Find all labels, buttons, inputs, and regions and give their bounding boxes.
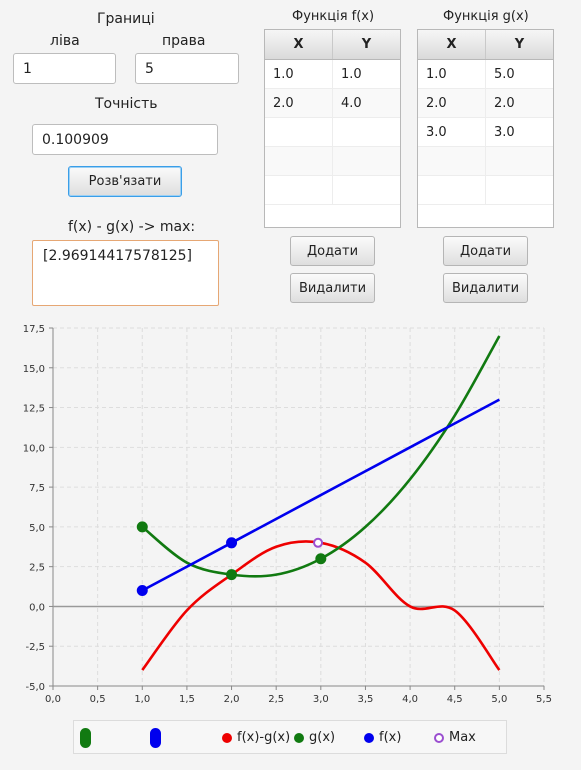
table-cell[interactable] [332, 118, 400, 146]
legend-item-diff: f(x)-g(x) [222, 730, 290, 745]
table-cell[interactable]: 3.0 [426, 124, 447, 140]
legend-marker-max [434, 732, 444, 743]
table-g-col-x[interactable]: X [446, 37, 457, 52]
add-f-button[interactable]: Додати [290, 236, 375, 266]
legend-item-f: f(x) [364, 730, 401, 745]
table-f-col-y[interactable]: Y [332, 30, 400, 59]
table-g-title: Функція g(x) [443, 9, 529, 24]
x-tick-label: 4,0 [402, 694, 418, 705]
legend-label-f: f(x) [379, 730, 402, 745]
g-data-point [226, 569, 238, 581]
legend-marker-f [364, 732, 374, 743]
table-row[interactable]: 1.0 1.0 [265, 60, 400, 89]
x-tick-label: 0,5 [90, 694, 106, 705]
result-textarea[interactable]: [2.96914417578125] [32, 240, 219, 306]
bounds-title: Границі [97, 11, 155, 27]
y-tick-label: -2,5 [25, 642, 45, 653]
table-cell[interactable]: 2.0 [485, 89, 553, 117]
remove-f-button[interactable]: Видалити [290, 273, 375, 303]
series-line-f [141, 398, 500, 592]
x-tick-label: 5,0 [491, 694, 507, 705]
series-line-diff [141, 540, 501, 671]
right-bound-input[interactable] [135, 53, 239, 84]
table-cell[interactable] [332, 147, 400, 175]
y-tick-label: 5,0 [29, 523, 45, 534]
series-line-g [141, 335, 501, 578]
y-tick-label: -5,0 [25, 682, 45, 693]
table-cell[interactable] [265, 176, 332, 204]
legend-marker-diff [222, 732, 232, 743]
y-tick-label: 17,5 [23, 324, 45, 335]
result-label: f(x) - g(x) -> max: [68, 219, 196, 235]
table-row[interactable] [418, 147, 553, 176]
precision-label: Точність [95, 96, 158, 112]
x-tick-label: 5,5 [536, 694, 552, 705]
table-cell[interactable]: 2.0 [273, 95, 294, 111]
table-cell[interactable]: 1.0 [332, 60, 400, 88]
max-point [313, 537, 324, 548]
y-tick-label: 0,0 [29, 602, 45, 613]
g-data-point [136, 521, 148, 533]
solve-button[interactable]: Розв'язати [68, 166, 182, 197]
table-f[interactable]: X Y 1.0 1.0 2.0 4.0 [264, 29, 401, 228]
right-bound-label: права [162, 33, 206, 49]
table-f-col-x[interactable]: X [293, 37, 304, 52]
table-cell[interactable] [485, 147, 553, 175]
table-row[interactable]: 2.0 2.0 [418, 89, 553, 118]
precision-input[interactable] [32, 124, 218, 155]
legend-item-g: g(x) [294, 730, 335, 745]
table-cell[interactable] [265, 147, 332, 175]
legend-label-g: g(x) [309, 730, 336, 745]
table-row[interactable]: 3.0 3.0 [418, 118, 553, 147]
table-row[interactable] [418, 176, 553, 205]
plot-area [53, 328, 544, 686]
table-cell[interactable]: 3.0 [485, 118, 553, 146]
table-row[interactable]: 1.0 5.0 [418, 60, 553, 89]
table-cell[interactable] [265, 118, 332, 146]
legend-label-diff: f(x)-g(x) [237, 730, 291, 745]
f-visibility-toggle[interactable] [150, 728, 161, 748]
y-tick-label: 10,0 [23, 443, 45, 454]
f-data-point [226, 537, 238, 549]
table-g-col-y[interactable]: Y [485, 30, 553, 59]
table-cell[interactable]: 4.0 [332, 89, 400, 117]
add-g-button[interactable]: Додати [443, 236, 528, 266]
table-cell[interactable]: 5.0 [485, 60, 553, 88]
x-tick-label: 2,0 [224, 694, 240, 705]
g-visibility-toggle[interactable] [80, 728, 91, 748]
g-data-point [315, 553, 327, 565]
table-cell[interactable] [418, 147, 485, 175]
table-cell[interactable] [485, 176, 553, 204]
table-row[interactable]: 2.0 4.0 [265, 89, 400, 118]
legend-label-max: Max [449, 730, 476, 745]
table-cell[interactable]: 2.0 [426, 95, 447, 111]
y-tick-label: 15,0 [23, 364, 45, 375]
legend-marker-g [294, 732, 304, 743]
x-tick-label: 1,5 [179, 694, 195, 705]
left-bound-label: ліва [50, 33, 80, 49]
f-data-point [136, 585, 148, 597]
y-tick-label: 2,5 [29, 563, 45, 574]
left-bound-input[interactable] [13, 53, 116, 84]
x-tick-label: 3,5 [358, 694, 374, 705]
table-cell[interactable]: 1.0 [426, 66, 447, 82]
table-cell[interactable] [332, 176, 400, 204]
chart-legend: f(x)-g(x) g(x) f(x) Max [73, 720, 507, 754]
x-tick-label: 0,0 [45, 694, 61, 705]
remove-g-button[interactable]: Видалити [443, 273, 528, 303]
x-tick-label: 1,0 [134, 694, 150, 705]
table-cell[interactable] [418, 176, 485, 204]
table-row[interactable] [265, 176, 400, 205]
table-cell[interactable]: 1.0 [273, 66, 294, 82]
legend-item-max: Max [434, 730, 476, 745]
x-tick-label: 3,0 [313, 694, 329, 705]
table-row[interactable] [265, 147, 400, 176]
table-row[interactable] [265, 118, 400, 147]
x-tick-label: 2,5 [268, 694, 284, 705]
table-f-title: Функція f(x) [292, 9, 375, 24]
x-tick-label: 4,5 [447, 694, 463, 705]
table-g[interactable]: X Y 1.0 5.0 2.0 2.0 3.0 3.0 [417, 29, 554, 228]
y-tick-label: 12,5 [23, 404, 45, 415]
y-tick-label: 7,5 [29, 483, 45, 494]
